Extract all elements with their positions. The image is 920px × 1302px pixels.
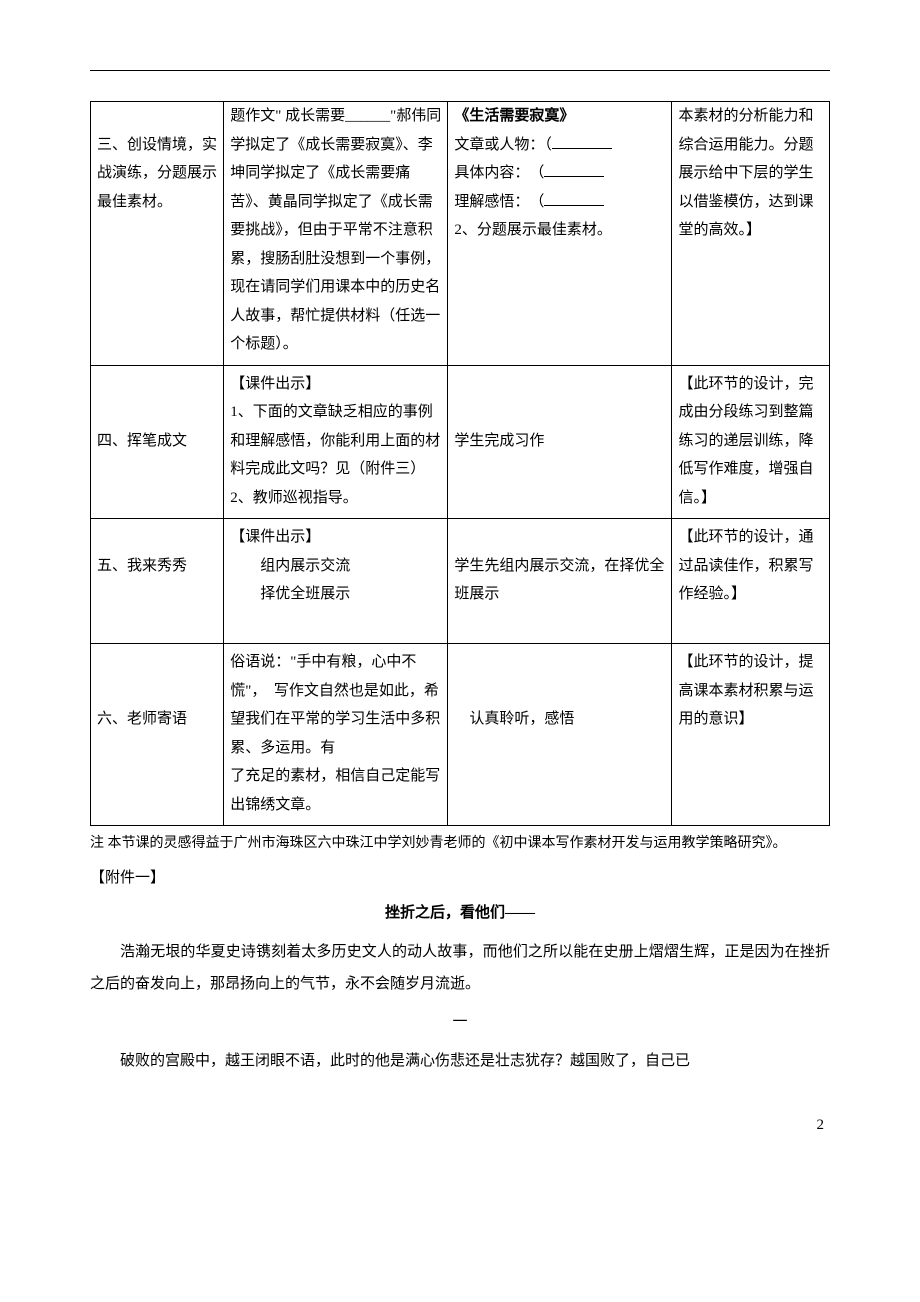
sub-title: 《生活需要寂寞》 (454, 108, 574, 124)
intent-4: 【此环节的设计，完成由分段练习到整篇练习的递层训练，降低写作难度，增强自信。】 (678, 376, 813, 506)
teacher-activity-4: 【课件出示】 1、下面的文章缺乏相应的事例和理解感悟，你能利用上面的材料完成此文… (230, 376, 440, 506)
page-content: 三、创设情境，实战演练，分题展示最佳素材。 题作文" 成长需要______"郝伟… (0, 0, 920, 1174)
step-3-label: 三、创设情境，实战演练，分题展示最佳素材。 (97, 137, 217, 210)
intent-3: 本素材的分析能力和综合运用能力。分题展示给中下层的学生以借鉴模仿，达到课堂的高效… (678, 108, 813, 238)
cell-step-label: 六、老师寄语 (91, 644, 224, 826)
cell-student-activity: 认真聆听，感悟 (448, 644, 672, 826)
student-activity-3b: 2、分题展示最佳素材。 (454, 222, 612, 238)
step-6-label: 六、老师寄语 (97, 711, 187, 727)
cell-student-activity: 《生活需要寂寞》 文章或人物：（ 具体内容： （ 理解感悟： （ 2、分题展示最… (448, 102, 672, 366)
body-paragraph-1: 浩瀚无垠的华夏史诗镌刻着太多历史文人的动人故事，而他们之所以能在史册上熠熠生辉，… (90, 936, 830, 1001)
blank-line-3: 理解感悟： （ (454, 194, 544, 210)
footnote: 注 本节课的灵感得益于广州市海珠区六中珠江中学刘妙青老师的《初中课本写作素材开发… (90, 832, 830, 856)
cell-student-activity: 学生完成习作 (448, 365, 672, 519)
blank-line-2: 具体内容： （ (454, 165, 544, 181)
table-row: 五、我来秀秀 【课件出示】 组内展示交流 择优全班展示 学生先组内展示交流，在择… (91, 519, 830, 644)
cell-teacher-activity: 【课件出示】 1、下面的文章缺乏相应的事例和理解感悟，你能利用上面的材料完成此文… (224, 365, 448, 519)
step-4-label: 四、挥笔成文 (97, 433, 187, 449)
cell-step-label: 五、我来秀秀 (91, 519, 224, 644)
body-paragraph-2: 破败的宫殿中，越王闭眼不语，此时的他是满心伤悲还是壮志犹存？越国败了，自己已 (90, 1045, 830, 1077)
table-row: 三、创设情境，实战演练，分题展示最佳素材。 题作文" 成长需要______"郝伟… (91, 102, 830, 366)
student-activity-6: 认真聆听，感悟 (454, 711, 574, 727)
blank-underline (544, 162, 604, 177)
blank-underline (544, 191, 604, 206)
page-number: 2 (90, 1117, 830, 1134)
blank-underline (552, 134, 612, 149)
top-horizontal-rule (90, 70, 830, 71)
attachment-label: 【附件一】 (90, 866, 830, 887)
section-number: 一 (90, 1006, 830, 1038)
teacher-activity-3: 题作文" 成长需要______"郝伟同学拟定了《成长需要寂寞》、李坤同学拟定了《… (230, 108, 441, 352)
cell-teacher-activity: 题作文" 成长需要______"郝伟同学拟定了《成长需要寂寞》、李坤同学拟定了《… (224, 102, 448, 366)
table-row: 六、老师寄语 俗语说："手中有粮，心中不慌"， 写作文自然也是如此，希望我们在平… (91, 644, 830, 826)
cell-design-intent: 【此环节的设计，完成由分段练习到整篇练习的递层训练，降低写作难度，增强自信。】 (672, 365, 830, 519)
table-row: 四、挥笔成文 【课件出示】 1、下面的文章缺乏相应的事例和理解感悟，你能利用上面… (91, 365, 830, 519)
step-5-label: 五、我来秀秀 (97, 558, 187, 574)
cell-step-label: 三、创设情境，实战演练，分题展示最佳素材。 (91, 102, 224, 366)
attachment-title: 挫折之后，看他们—— (90, 901, 830, 922)
cell-design-intent: 【此环节的设计，提高课本素材积累与运用的意识】 (672, 644, 830, 826)
teacher-activity-5: 【课件出示】 组内展示交流 择优全班展示 (230, 529, 350, 602)
attachment-body: 浩瀚无垠的华夏史诗镌刻着太多历史文人的动人故事，而他们之所以能在史册上熠熠生辉，… (90, 936, 830, 1077)
cell-design-intent: 【此环节的设计，通过品读佳作，积累写作经验。】 (672, 519, 830, 644)
cell-student-activity: 学生先组内展示交流，在择优全班展示 (448, 519, 672, 644)
cell-step-label: 四、挥笔成文 (91, 365, 224, 519)
cell-teacher-activity: 【课件出示】 组内展示交流 择优全班展示 (224, 519, 448, 644)
blank-line-1: 文章或人物：（ (454, 137, 552, 153)
lesson-plan-table: 三、创设情境，实战演练，分题展示最佳素材。 题作文" 成长需要______"郝伟… (90, 101, 830, 826)
intent-6: 【此环节的设计，提高课本素材积累与运用的意识】 (678, 654, 813, 727)
student-activity-4: 学生完成习作 (454, 433, 544, 449)
cell-teacher-activity: 俗语说："手中有粮，心中不慌"， 写作文自然也是如此，希望我们在平常的学习生活中… (224, 644, 448, 826)
teacher-activity-6: 俗语说："手中有粮，心中不慌"， 写作文自然也是如此，希望我们在平常的学习生活中… (230, 654, 440, 813)
student-activity-5: 学生先组内展示交流，在择优全班展示 (454, 558, 664, 603)
cell-design-intent: 本素材的分析能力和综合运用能力。分题展示给中下层的学生以借鉴模仿，达到课堂的高效… (672, 102, 830, 366)
intent-5: 【此环节的设计，通过品读佳作，积累写作经验。】 (678, 529, 813, 602)
